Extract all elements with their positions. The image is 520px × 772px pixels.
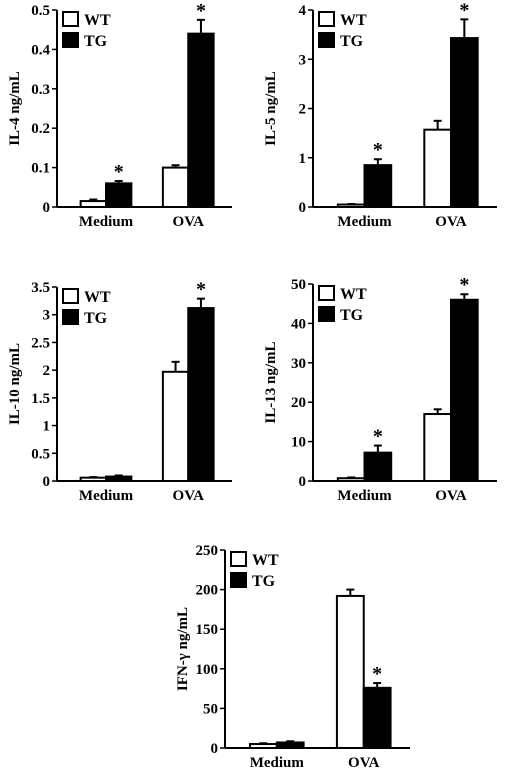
bar-tg-ova <box>187 307 215 483</box>
y-tick-label: 0.4 <box>31 42 50 58</box>
bar-tg-medium <box>105 475 133 482</box>
bar-wt-ova <box>161 370 190 483</box>
legend-swatch-tg <box>230 572 247 588</box>
legend-swatch-wt <box>230 551 247 567</box>
y-tick-label: 2 <box>43 363 51 379</box>
y-tick-label: 2 <box>299 102 307 118</box>
y-tick-label: 150 <box>196 622 219 638</box>
y-axis-label: IL-10 ng/mL <box>7 343 23 425</box>
x-tick-label: Medium <box>250 755 305 771</box>
y-tick-label: 250 <box>196 543 219 559</box>
y-tick-label: 1 <box>299 151 307 167</box>
legend-swatch-tg <box>62 32 79 48</box>
y-tick-label: 50 <box>203 701 218 717</box>
legend-swatch-tg <box>318 306 335 322</box>
bar-wt-medium <box>79 476 107 482</box>
bar-tg-ova <box>450 298 479 483</box>
y-tick-label: 3 <box>43 308 51 324</box>
bar-tg-medium <box>105 182 133 208</box>
y-axis-label: IL-5 ng/mL <box>263 71 279 146</box>
legend-label-wt: WT <box>84 12 111 29</box>
legend-swatch-tg <box>318 32 335 48</box>
bar-tg-medium <box>363 164 393 208</box>
chart-panel-3: 0 0.5 1 1.5 2 2.5 3 3.5 IL-10 ng/mL Medium * OVA WT T… <box>7 279 232 504</box>
bar-wt-ova <box>335 594 365 749</box>
legend-label-tg: TG <box>84 33 108 50</box>
legend-label-wt: WT <box>340 286 367 303</box>
y-tick-label: 0.1 <box>31 161 50 177</box>
x-tick-label: OVA <box>348 755 380 771</box>
y-tick-label: 0 <box>299 200 307 216</box>
significance-star: * <box>459 0 469 21</box>
y-tick-label: 0 <box>43 200 51 216</box>
y-axis-label: IL-4 ng/mL <box>7 71 23 146</box>
chart-panel-4: 0 10 20 30 40 50 IL-13 ng/mL * Medium * OVA WT TG <box>263 274 497 504</box>
legend-label-wt: WT <box>252 552 279 569</box>
significance-star: * <box>196 279 206 301</box>
significance-star: * <box>373 139 383 161</box>
chart-panel-2: 0 1 2 3 4 IL-5 ng/mL * Medium * OVA WT TG <box>263 0 497 230</box>
chart-panel-5: 0 50 100 150 200 250 IFN-γ ng/mL Medium * OVA WT TG <box>175 543 410 771</box>
y-axis-label: IL-13 ng/mL <box>263 341 279 423</box>
y-tick-label: 1 <box>43 419 51 435</box>
legend-swatch-tg <box>62 309 79 325</box>
y-tick-label: 50 <box>291 277 306 293</box>
x-tick-label: OVA <box>173 488 205 504</box>
y-tick-label: 0.5 <box>31 446 50 462</box>
bar-wt-ova <box>161 166 190 209</box>
significance-star: * <box>459 274 469 296</box>
bar-tg-ova <box>187 32 215 208</box>
y-tick-label: 0 <box>299 474 307 490</box>
legend-label-wt: WT <box>84 289 111 306</box>
bar-wt-medium <box>248 743 278 749</box>
y-tick-label: 0.2 <box>31 121 50 137</box>
y-tick-label: 20 <box>291 395 306 411</box>
x-tick-label: Medium <box>79 214 134 230</box>
bar-wt-medium <box>79 200 107 208</box>
y-tick-label: 0.5 <box>31 3 50 19</box>
y-tick-label: 0 <box>211 741 219 757</box>
bar-tg-ova <box>362 686 392 749</box>
bar-wt-ova <box>423 128 453 209</box>
bar-tg-ova <box>450 37 479 209</box>
y-tick-label: 10 <box>291 435 306 451</box>
x-tick-label: OVA <box>173 214 205 230</box>
y-tick-label: 0.3 <box>31 82 50 98</box>
y-tick-label: 4 <box>299 3 307 19</box>
bar-tg-medium <box>275 741 305 749</box>
legend-swatch-wt <box>62 288 79 304</box>
y-tick-label: 2.5 <box>31 335 50 351</box>
legend-label-wt: WT <box>340 12 367 29</box>
x-tick-label: Medium <box>337 488 392 504</box>
y-axis-label: IFN-γ ng/mL <box>175 607 191 691</box>
y-tick-label: 3.5 <box>31 280 50 296</box>
chart-panel-1: 0 0.1 0.2 0.3 0.4 0.5 IL-4 ng/mL * Medium * OVA WT T… <box>7 0 232 230</box>
x-tick-label: Medium <box>337 214 392 230</box>
x-tick-label: Medium <box>79 488 134 504</box>
legend-label-tg: TG <box>84 310 108 327</box>
x-tick-label: OVA <box>435 488 467 504</box>
y-tick-label: 1.5 <box>31 391 50 407</box>
bar-tg-medium <box>363 451 393 482</box>
y-tick-label: 30 <box>291 356 306 372</box>
bar-wt-medium <box>336 477 366 483</box>
y-tick-label: 0 <box>43 474 51 490</box>
significance-star: * <box>196 0 206 22</box>
significance-star: * <box>114 161 124 183</box>
significance-star: * <box>372 663 382 685</box>
y-tick-label: 40 <box>291 316 306 332</box>
legend-label-tg: TG <box>340 307 364 324</box>
y-tick-label: 200 <box>196 583 219 599</box>
y-tick-label: 3 <box>299 52 307 68</box>
x-tick-label: OVA <box>435 214 467 230</box>
y-tick-label: 100 <box>196 662 219 678</box>
legend-swatch-wt <box>318 11 335 27</box>
significance-star: * <box>373 426 383 448</box>
legend-label-tg: TG <box>340 33 364 50</box>
legend-swatch-wt <box>62 11 79 27</box>
bar-wt-ova <box>423 413 453 482</box>
legend-swatch-wt <box>318 285 335 301</box>
legend-label-tg: TG <box>252 573 276 590</box>
